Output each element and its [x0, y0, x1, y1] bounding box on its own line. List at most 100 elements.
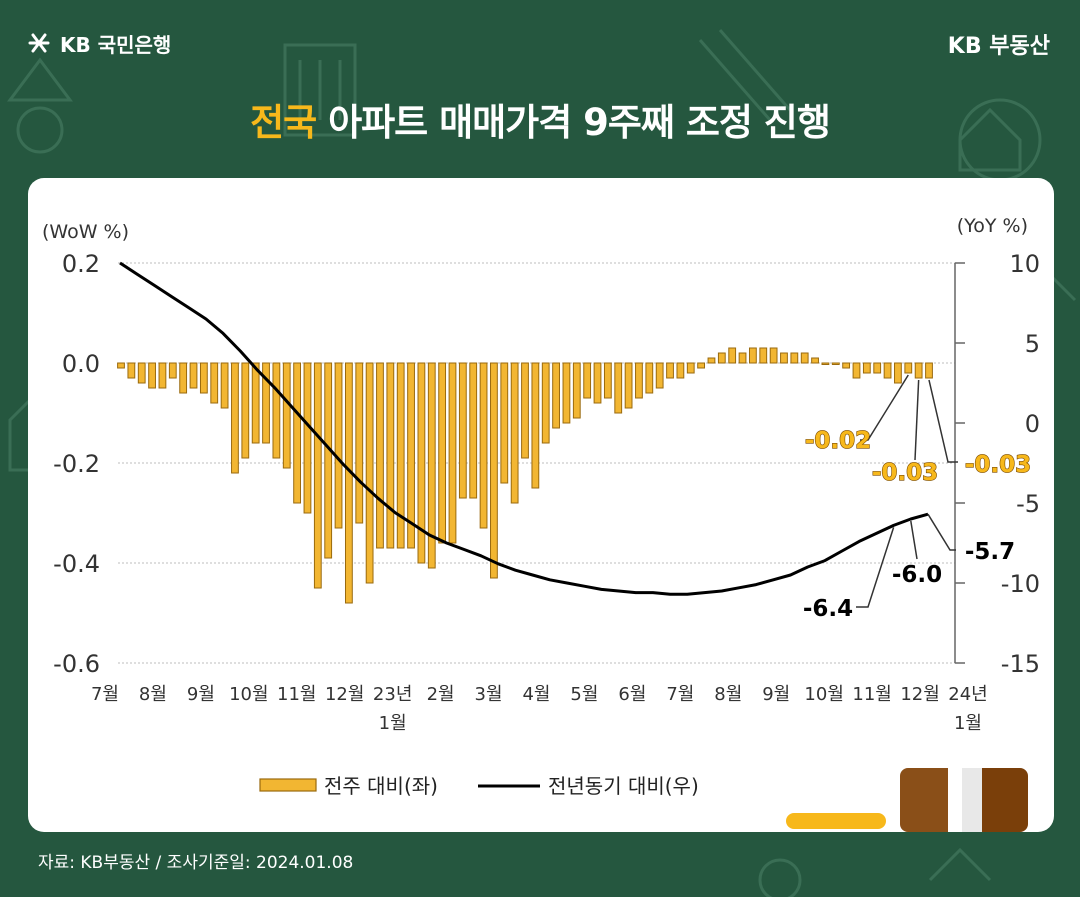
bar: [407, 362, 415, 549]
x-tick-label: 8월: [139, 684, 167, 705]
legend-swatch-bar: [259, 778, 317, 792]
bar: [831, 362, 840, 365]
annotation-leader-line: [927, 513, 956, 551]
line-series: [119, 261, 929, 596]
bar: [199, 362, 208, 394]
x-tick-label: 9월: [762, 684, 790, 705]
bar: [189, 362, 198, 389]
x-tick-label: 11월: [852, 684, 891, 705]
series-line: [119, 261, 929, 596]
kb-star-icon: [28, 33, 50, 53]
x-tick-label: 8월: [714, 684, 742, 705]
line-value-label: -5.7: [965, 539, 1015, 565]
bar: [583, 362, 592, 399]
line-value-label: -6.4: [803, 596, 853, 622]
bar: [894, 362, 902, 384]
bar: [303, 362, 312, 514]
bar: [334, 362, 343, 529]
bar: [614, 362, 623, 414]
bar: [790, 352, 799, 364]
bar-value-label: -0.02: [805, 428, 871, 454]
bar: [800, 352, 809, 364]
bar: [479, 362, 488, 529]
bar: [448, 362, 457, 544]
bar: [500, 362, 509, 484]
chart-card: [28, 178, 1054, 832]
bar: [914, 362, 923, 379]
chart-axes: 0.2 0.0 -0.2 -0.4 -0.6 10 5 0 -5 -10 -15 (WoW %) (Yo…: [42, 215, 1040, 734]
brand-name: KB 국민은행: [60, 32, 172, 57]
bar: [158, 362, 167, 389]
x-tick-label: 4월: [522, 684, 550, 705]
source-note: 자료: KB부동산 / 조사기준일: 2024.01.08: [38, 853, 354, 873]
bar: [344, 362, 353, 604]
bar-value-label: -0.03: [872, 460, 938, 486]
x-tick-label: 10월: [229, 684, 268, 705]
bar: [572, 362, 581, 419]
bar: [769, 347, 778, 364]
y-right-axis-title: (YoY %): [957, 215, 1028, 237]
bar: [842, 362, 851, 369]
bar: [510, 362, 519, 504]
y-left-tick-label: -0.2: [53, 450, 100, 478]
bar: [531, 362, 540, 489]
kb-real-estate-logo: KB 부동산: [947, 34, 1050, 59]
bar: [490, 362, 498, 579]
bar: [562, 362, 571, 424]
x-tick-label: 11월: [277, 684, 316, 705]
decorative-block: [900, 768, 948, 832]
bar: [925, 362, 933, 379]
y-left-tick-label: 0.0: [62, 350, 100, 378]
bar: [241, 362, 250, 459]
bar: [148, 362, 156, 389]
bar: [137, 362, 146, 384]
legend-label-line: 전년동기 대비(우): [548, 774, 699, 798]
bar: [458, 362, 467, 499]
bar: [645, 362, 654, 394]
bar: [251, 362, 260, 444]
x-tick-label: 24년: [948, 684, 987, 705]
bar: [852, 362, 861, 379]
bar: [728, 347, 737, 364]
bar: [386, 362, 395, 549]
bar: [697, 362, 706, 369]
bar: [624, 362, 633, 409]
bar: [883, 362, 892, 379]
bar: [759, 347, 768, 364]
bar: [655, 362, 664, 389]
y-right-tick-label: 5: [1025, 330, 1040, 358]
annotation-leader-line: [856, 527, 895, 608]
x-tick-label-line2: 1월: [379, 713, 407, 734]
y-left-axis-title: (WoW %): [42, 221, 129, 243]
decorative-block: [982, 768, 1028, 832]
annotation-leader-line: [928, 379, 958, 463]
x-tick-label-line2: 1월: [954, 713, 982, 734]
bar: [666, 362, 674, 379]
bar: [603, 362, 612, 399]
bar: [417, 362, 426, 564]
bar-value-label: -0.03: [965, 452, 1031, 478]
title-rest: 아파트 매매가격 9주째 조정 진행: [328, 101, 831, 144]
bar: [717, 352, 726, 364]
x-tick-label: 9월: [187, 684, 215, 705]
y-right-tick-label: 10: [1009, 250, 1040, 278]
x-tick-label: 2월: [427, 684, 455, 705]
y-right-tick-label: -15: [1001, 650, 1040, 678]
bar: [355, 362, 364, 524]
bar: [272, 362, 281, 459]
bar: [780, 352, 788, 364]
y-left-tick-label: -0.4: [53, 550, 100, 578]
bar: [376, 362, 384, 549]
bar: [293, 362, 302, 504]
x-tick-label: 12월: [900, 684, 939, 705]
bar: [117, 362, 125, 369]
x-tick-label: 23년: [373, 684, 412, 705]
bar: [593, 362, 602, 404]
y-right-tick-label: 0: [1025, 410, 1040, 438]
x-tick-label: 5월: [570, 684, 598, 705]
annotation-leader-line: [860, 374, 909, 441]
bar: [862, 362, 871, 374]
bar: [168, 362, 177, 379]
bar: [313, 362, 322, 589]
